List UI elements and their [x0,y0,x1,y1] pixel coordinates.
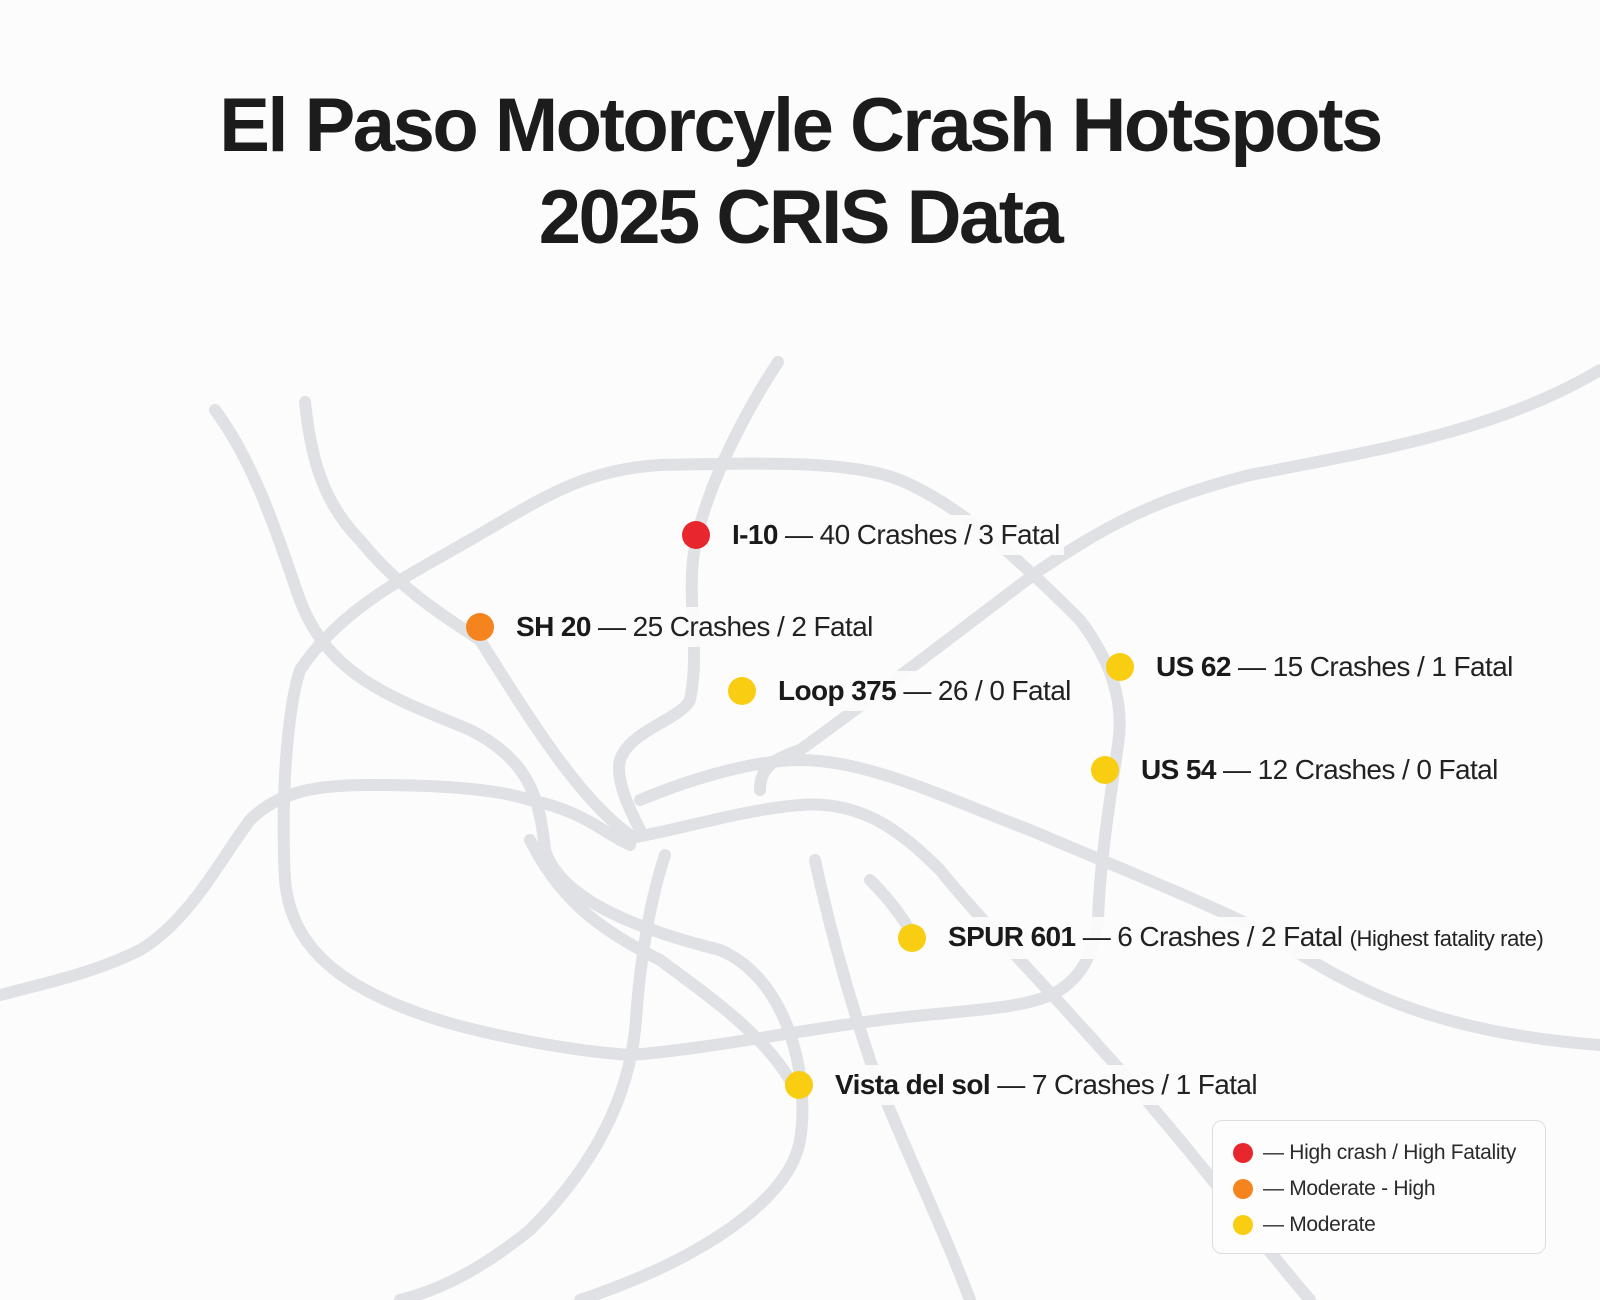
yellow-circle-marker-icon [728,677,756,705]
hotspot-label: SH 20 — 25 Crashes / 2 Fatal [512,607,877,647]
road [299,396,636,841]
hotspot-label: Vista del sol — 7 Crashes / 1 Fatal [831,1065,1262,1105]
road [209,404,809,1300]
road [614,798,1316,1300]
legend-label: — Moderate [1263,1213,1376,1236]
hotspot-vista-del-sol[interactable]: Vista del sol — 7 Crashes / 1 Fatal [785,1065,1262,1105]
hotspot-spur-601[interactable]: SPUR 601 — 6 Crashes / 2 Fatal (Highest … [898,917,1548,959]
road [809,854,976,1300]
yellow-circle-icon [1233,1215,1253,1235]
road [277,457,1126,926]
hotspot-sh-20[interactable]: SH 20 — 25 Crashes / 2 Fatal [466,607,877,647]
road [0,779,636,1001]
legend-label: — Moderate - High [1263,1177,1436,1200]
red-circle-icon [1233,1143,1253,1163]
title-line-2: 2025 CRIS Data [538,175,1064,260]
map-legend: — High crash / High Fatality — Moderate … [1212,1120,1546,1254]
road [404,914,1104,1061]
orange-circle-icon [1233,1179,1253,1199]
hotspot-label: US 54 — 12 Crashes / 0 Fatal [1137,750,1502,790]
road [394,849,671,1300]
page-title: El Paso Motorcyle Crash Hotspots 2025 CR… [0,80,1600,264]
hotspot-label: I-10 — 40 Crashes / 3 Fatal [728,515,1064,555]
hotspot-us-54[interactable]: US 54 — 12 Crashes / 0 Fatal [1091,750,1502,790]
legend-item-high: — High crash / High Fatality [1233,1135,1545,1171]
road [279,874,416,1016]
yellow-circle-marker-icon [1106,653,1134,681]
red-circle-marker-icon [682,521,710,549]
road [754,364,1600,796]
hotspot-label: SPUR 601 — 6 Crashes / 2 Fatal (Highest … [944,917,1548,959]
title-line-1: El Paso Motorcyle Crash Hotspots [219,83,1383,168]
hotspot-label: Loop 375 — 26 / 0 Fatal [774,671,1075,711]
yellow-circle-marker-icon [898,924,926,952]
hotspot-label: US 62 — 15 Crashes / 1 Fatal [1152,647,1517,687]
legend-label: — High crash / High Fatality [1263,1141,1517,1164]
legend-item-moderate: — Moderate [1233,1207,1545,1243]
hotspot-us-62[interactable]: US 62 — 15 Crashes / 1 Fatal [1106,647,1517,687]
hotspot-loop-375[interactable]: Loop 375 — 26 / 0 Fatal [728,671,1075,711]
yellow-circle-marker-icon [1091,756,1119,784]
yellow-circle-marker-icon [785,1071,813,1099]
hotspot-i-10[interactable]: I-10 — 40 Crashes / 3 Fatal [682,515,1064,555]
legend-item-moderate-high: — Moderate - High [1233,1171,1545,1207]
orange-circle-marker-icon [466,613,494,641]
